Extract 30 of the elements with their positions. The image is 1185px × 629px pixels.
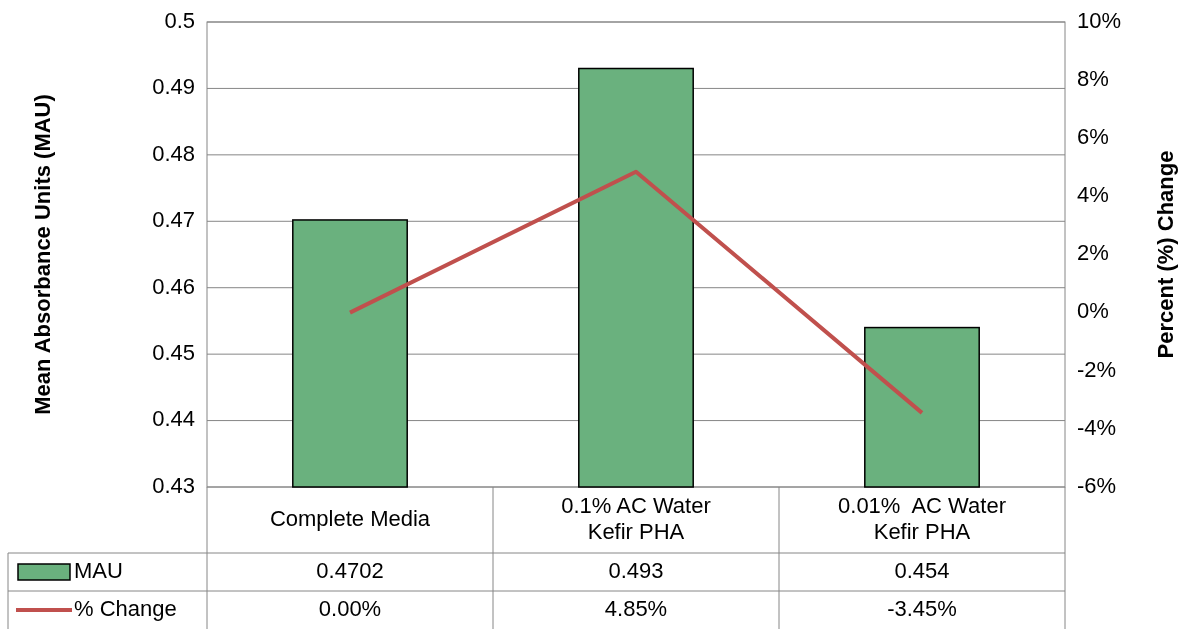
y-axis-title: Mean Absorbance Units (MAU) xyxy=(30,94,55,415)
y2-tick-label: 4% xyxy=(1077,182,1109,208)
y2-tick-label: 10% xyxy=(1077,7,1122,33)
y2-tick-label: 8% xyxy=(1077,65,1109,91)
data-label: 0.00% xyxy=(318,595,382,621)
y2-tick-label: 6% xyxy=(1077,124,1109,150)
y2-tick-label: -6% xyxy=(1077,472,1117,498)
y-tick-label: 0.48 xyxy=(152,140,195,166)
x-tick-label: Complete Media xyxy=(269,505,431,531)
y2-axis-title: Percent (%) Change xyxy=(1153,150,1178,359)
y-tick-label: 0.5 xyxy=(164,7,195,33)
y2-tick-label: -2% xyxy=(1077,356,1117,382)
x-tick-label: 0.01% AC Water Kefir PHA xyxy=(838,492,1006,544)
y-tick-label: 0.44 xyxy=(152,406,195,432)
data-label: 4.85% xyxy=(604,595,668,621)
y-tick-label: 0.47 xyxy=(152,207,195,233)
y-tick-label: 0.46 xyxy=(152,273,195,299)
data-label: 0.4702 xyxy=(316,557,384,583)
y-tick-label: 0.49 xyxy=(152,74,195,100)
legend-label: % Change xyxy=(74,595,177,621)
data-label: 0.493 xyxy=(608,557,664,583)
y2-tick-label: 0% xyxy=(1077,298,1109,324)
data-label: 0.454 xyxy=(894,557,950,583)
y-tick-label: 0.43 xyxy=(152,472,195,498)
legend-label: MAU xyxy=(74,557,123,583)
y-tick-label: 0.45 xyxy=(152,339,195,365)
y2-tick-label: 2% xyxy=(1077,240,1109,266)
data-label: -3.45% xyxy=(887,595,957,621)
x-tick-label: 0.1% AC Water Kefir PHA xyxy=(561,492,711,544)
y2-tick-label: -4% xyxy=(1077,414,1117,440)
